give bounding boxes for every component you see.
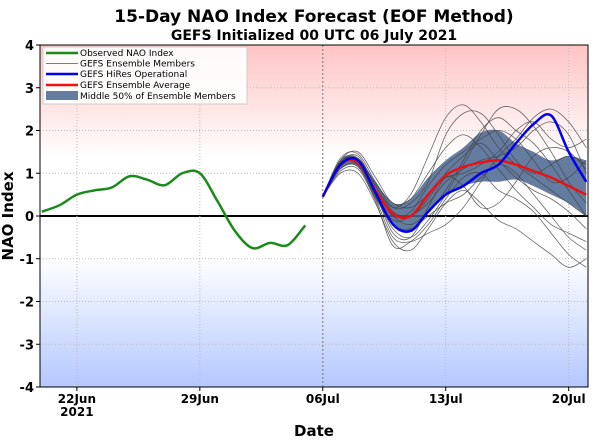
ensemble-member-line: [322, 121, 587, 209]
legend-observed: Observed NAO Index: [80, 49, 174, 59]
x-tick-label: 29Jun: [181, 392, 219, 406]
y-tick-label: 1: [25, 167, 34, 182]
x-axis-label: Date: [294, 422, 334, 440]
y-tick-label: 3: [25, 82, 34, 97]
x-tick-label: 20Jul: [552, 392, 586, 406]
x-tick-label: 06Jul: [306, 392, 340, 406]
legend-mean: GEFS Ensemble Average: [80, 81, 191, 91]
chart-subtitle: GEFS Initialized 00 UTC 06 July 2021: [171, 28, 457, 44]
y-tick-label: 2: [25, 125, 34, 140]
ensemble-member-line: [322, 108, 587, 243]
y-tick-label: 4: [25, 39, 34, 54]
legend-swatch-band: [46, 91, 78, 100]
legend: Observed NAO Index GEFS Ensemble Members…: [42, 46, 248, 105]
ensemble-member-line: [322, 160, 587, 251]
legend-members: GEFS Ensemble Members: [80, 60, 195, 70]
x-tick-label: 13Jul: [429, 392, 463, 406]
y-tick-label: -2: [20, 296, 34, 311]
ensemble-member-line: [322, 110, 587, 210]
y-tick-label: -4: [20, 381, 34, 396]
legend-band: Middle 50% of Ensemble Members: [80, 92, 236, 102]
ensemble-member-line: [322, 169, 587, 268]
chart-title: 15-Day NAO Index Forecast (EOF Method): [114, 7, 513, 27]
x-tick-year: 2021: [60, 405, 93, 419]
hires-operational-line: [321, 113, 588, 234]
y-tick-label: -1: [20, 253, 34, 268]
y-tick-label: 0: [25, 210, 34, 225]
y-tick-label: -3: [20, 338, 34, 353]
ensemble-member-line: [322, 165, 587, 268]
observed-nao-line: [41, 169, 307, 250]
legend-hires: GEFS HiRes Operational: [80, 70, 187, 80]
x-tick-label: 22Jun: [58, 392, 96, 406]
y-axis-label: NAO Index: [0, 171, 17, 260]
ensemble-member-line: [322, 134, 587, 243]
